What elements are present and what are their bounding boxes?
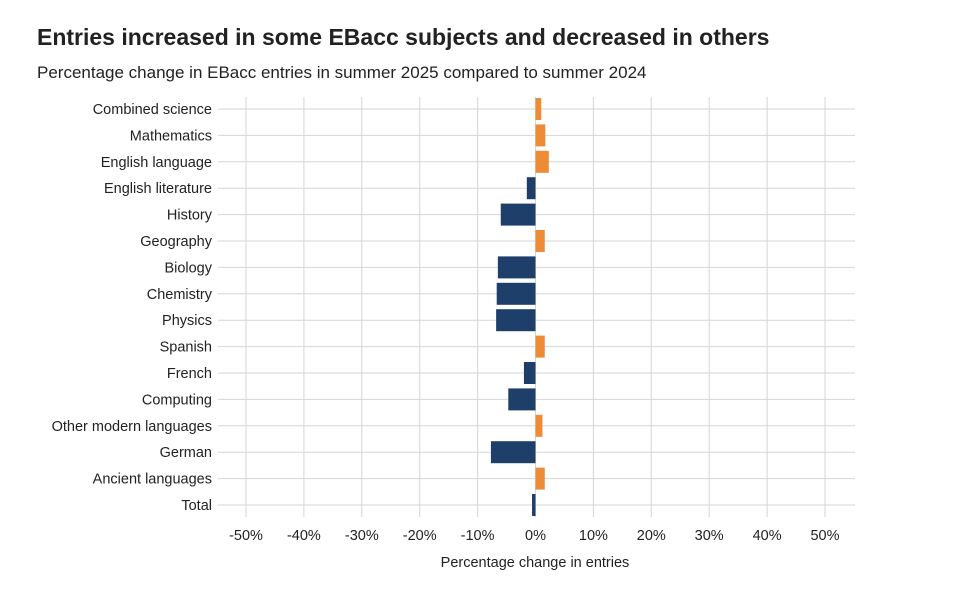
- x-tick-label: 0%: [525, 528, 546, 544]
- category-label: Physics: [162, 313, 212, 329]
- x-tick-label: 10%: [579, 528, 608, 544]
- x-axis-tick-labels: -50% -40% -30% -20% -10% 0% 10% 20% 30% 40% 50%: [229, 528, 840, 544]
- category-label: History: [167, 208, 213, 224]
- bar: [535, 124, 546, 147]
- bar: [496, 309, 536, 332]
- category-labels: Combined science Mathematics English langu…: [52, 102, 213, 514]
- category-label: Other modern languages: [52, 419, 212, 435]
- bar: [497, 256, 536, 279]
- x-tick-label: -30%: [345, 528, 379, 544]
- x-tick-label: 40%: [753, 528, 782, 544]
- x-tick-label: 30%: [695, 528, 724, 544]
- x-axis-title: Percentage change in entries: [441, 555, 630, 571]
- category-label: Computing: [142, 392, 212, 408]
- bar: [535, 414, 543, 437]
- category-label: Total: [181, 498, 212, 514]
- bar: [523, 362, 536, 384]
- bar: [535, 150, 549, 173]
- category-label: English literature: [104, 181, 212, 197]
- category-label: Spanish: [160, 340, 212, 356]
- bar: [535, 335, 545, 358]
- bar: [490, 441, 536, 464]
- chart-title: Entries increased in some EBacc subjects…: [37, 24, 770, 50]
- category-label: Chemistry: [147, 287, 213, 303]
- x-tick-label: -20%: [403, 528, 437, 544]
- category-label: Geography: [140, 234, 212, 250]
- bar: [535, 467, 545, 490]
- bar: [526, 177, 536, 200]
- bar: [535, 98, 542, 120]
- x-tick-label: -10%: [461, 528, 495, 544]
- x-tick-label: 20%: [637, 528, 666, 544]
- category-label: French: [167, 366, 212, 382]
- x-tick-label: -40%: [287, 528, 321, 544]
- category-label: Biology: [164, 260, 212, 276]
- category-label: Ancient languages: [93, 472, 212, 488]
- x-tick-label: -50%: [229, 528, 263, 544]
- bar: [500, 203, 536, 226]
- category-label: English language: [101, 155, 212, 171]
- bar: [535, 230, 545, 252]
- gridlines: [218, 97, 855, 517]
- category-label: Mathematics: [130, 128, 212, 144]
- chart-subtitle: Percentage change in EBacc entries in su…: [37, 63, 647, 82]
- category-label: German: [160, 445, 212, 461]
- category-label: Combined science: [93, 102, 212, 118]
- bar: [532, 494, 536, 516]
- bar: [508, 388, 536, 411]
- x-tick-label: 50%: [810, 528, 839, 544]
- bars: [490, 98, 549, 516]
- bar: [496, 282, 536, 305]
